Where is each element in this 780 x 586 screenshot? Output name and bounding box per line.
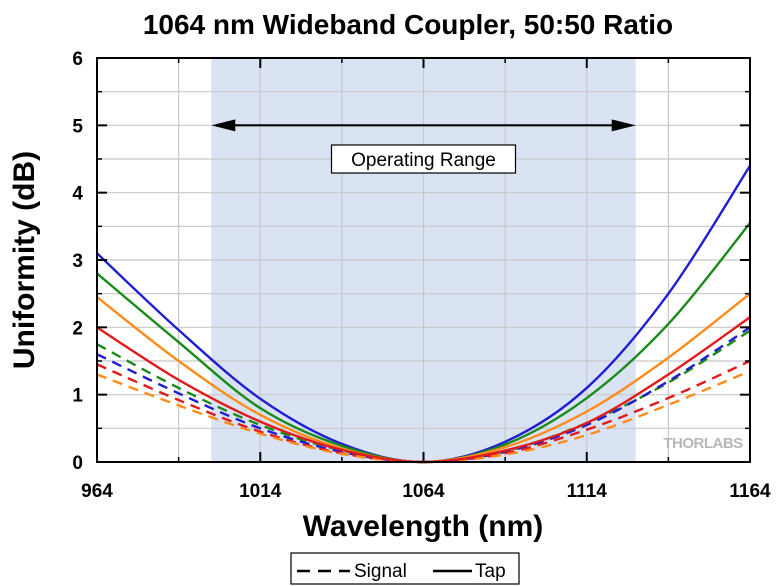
x-tick-label: 1014 — [239, 481, 282, 502]
watermark-logo: THORLABS — [663, 435, 743, 452]
signal-series-line — [96, 369, 751, 464]
legend: Signal Tap — [290, 552, 520, 585]
chart-title: 1064 nm Wideband Coupler, 50:50 Ratio — [143, 9, 673, 40]
y-tick-label: 6 — [72, 49, 83, 70]
x-axis-title: Wavelength (nm) — [303, 510, 544, 543]
legend-signal-label: Signal — [354, 561, 407, 582]
y-tick-label: 4 — [72, 184, 83, 205]
y-tick-label: 5 — [72, 116, 83, 137]
x-tick-label: 964 — [81, 481, 113, 502]
y-tick-label: 1 — [72, 386, 83, 407]
x-tick-label: 1064 — [402, 481, 445, 502]
x-tick-label: 1114 — [567, 481, 608, 502]
annotation-layer: Operating Range — [211, 119, 636, 174]
tick-layer: 964 1014 1064 1114 1164 0 1 2 3 4 5 6 — [72, 49, 771, 502]
operating-range-arrowhead-left — [211, 119, 236, 132]
y-tick-label: 3 — [72, 251, 83, 272]
operating-range-label-box — [330, 144, 517, 174]
y-axis-title: Uniformity (dB) — [8, 151, 41, 369]
y-tick-label: 2 — [72, 318, 83, 339]
legend-box — [290, 552, 520, 585]
legend-tap-label: Tap — [475, 561, 506, 582]
operating-range-arrowhead-right — [611, 119, 636, 132]
operating-range-label: Operating Range — [351, 150, 496, 171]
y-tick-label: 0 — [72, 453, 83, 474]
x-tick-label: 1164 — [729, 481, 771, 502]
